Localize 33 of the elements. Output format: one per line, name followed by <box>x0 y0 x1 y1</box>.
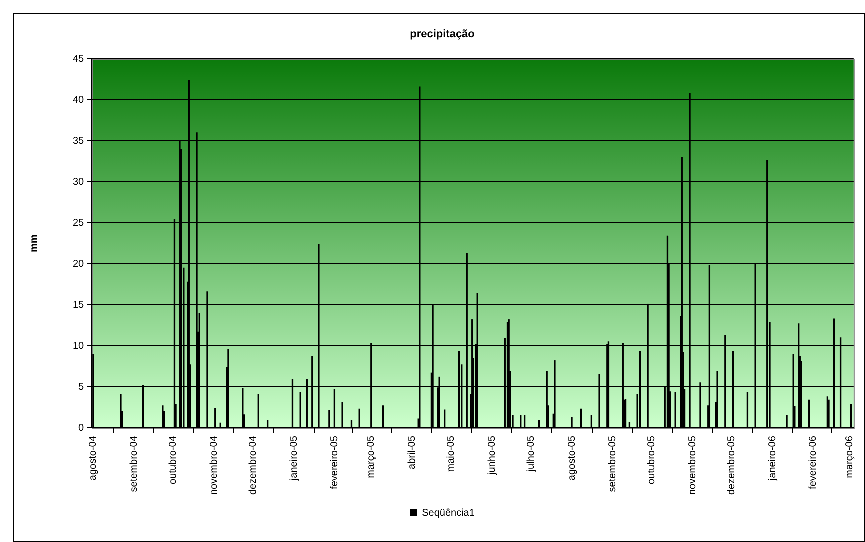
x-tick-label: novembro-05 <box>687 436 698 495</box>
x-tick-label: setembro-04 <box>128 436 140 492</box>
y-tick-label: 5 <box>78 382 85 393</box>
y-axis-title: mm <box>28 234 40 253</box>
x-tick-label: janeiro-06 <box>767 436 778 482</box>
x-tick-label: dezembro-05 <box>726 436 738 495</box>
x-tick-label: agosto-04 <box>88 436 100 481</box>
x-tick-label: julho-05 <box>526 436 538 473</box>
x-tick-label: dezembro-04 <box>248 436 260 495</box>
x-tick-label: outubro-04 <box>168 436 180 484</box>
x-tick-label: fevereiro-06 <box>808 436 820 490</box>
y-tick-label: 20 <box>73 258 85 270</box>
x-tick-label: junho-05 <box>486 436 498 476</box>
y-tick-label: 45 <box>73 54 85 65</box>
x-tick-label: março-06 <box>844 436 856 478</box>
x-tick-label: setembro-05 <box>607 436 618 492</box>
y-tick-label: 15 <box>73 300 85 311</box>
y-tick-label: 0 <box>78 422 85 434</box>
y-tick-label: 10 <box>73 340 85 352</box>
x-tick-label: outubro-05 <box>646 436 658 484</box>
y-tick-label: 30 <box>73 176 85 188</box>
x-tick-label: maio-05 <box>446 436 458 472</box>
y-tick-label: 25 <box>73 218 85 229</box>
x-tick-label: novembro-04 <box>208 436 220 495</box>
x-tick-label: março-05 <box>366 436 378 478</box>
y-tick-label: 35 <box>73 136 85 147</box>
chart-title: precipitação <box>410 28 476 41</box>
x-tick-label: fevereiro-05 <box>329 436 340 490</box>
x-tick-label: janeiro-05 <box>288 436 300 482</box>
x-tick-label: agosto-05 <box>566 436 578 481</box>
x-tick-label: abril-05 <box>406 436 418 470</box>
y-tick-label: 40 <box>73 94 85 106</box>
legend-label: Seqüência1 <box>422 508 476 519</box>
